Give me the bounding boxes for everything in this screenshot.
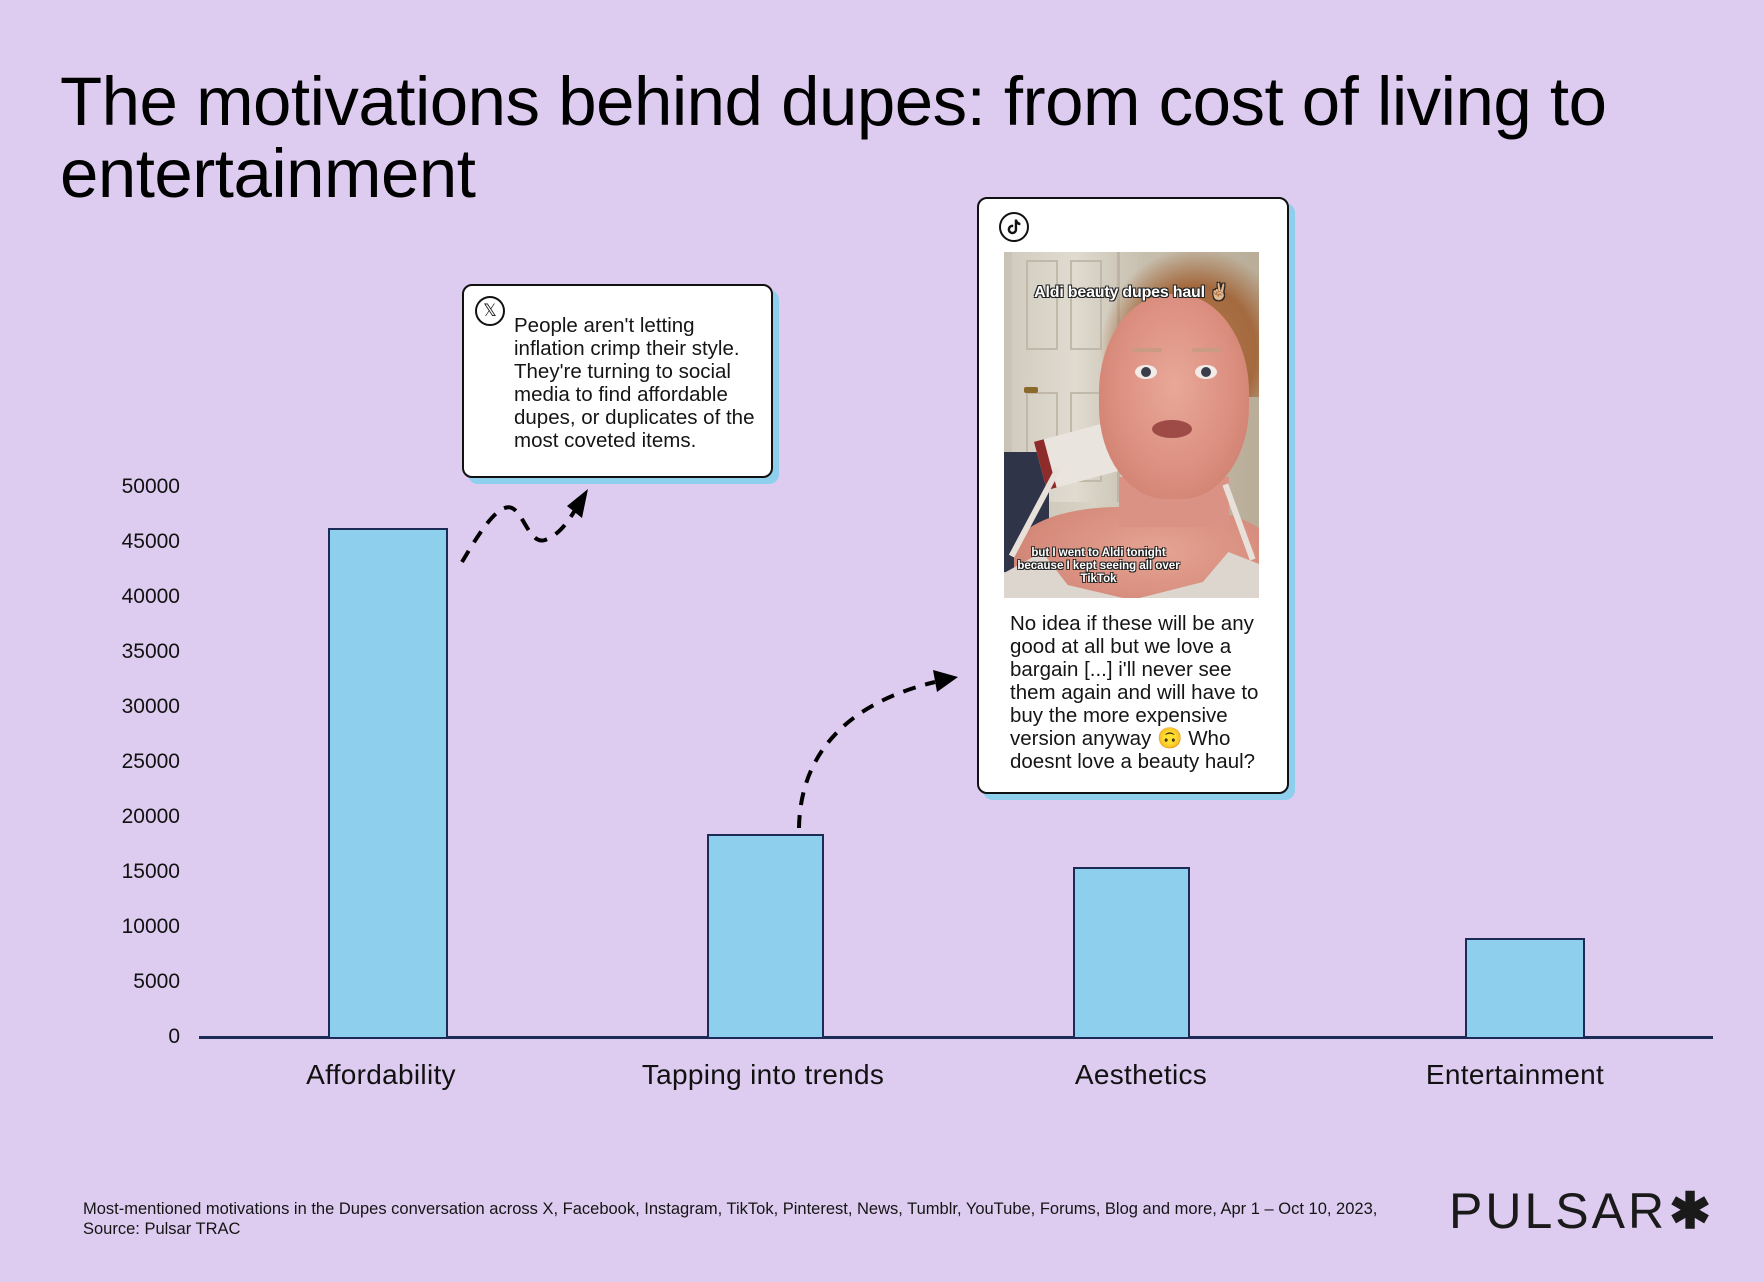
bar-entertainment xyxy=(1465,938,1585,1037)
bar-affordability xyxy=(328,527,448,1037)
y-tick-label: 40000 xyxy=(121,585,180,608)
y-tick-label: 35000 xyxy=(121,640,180,663)
person-face xyxy=(1099,294,1249,499)
y-tick-label: 45000 xyxy=(121,530,180,553)
x-post-card: 𝕏 People aren't letting inflation crimp … xyxy=(462,284,773,478)
asterisk-icon: ✱ xyxy=(1669,1183,1714,1239)
bar-tapping-into-trends xyxy=(707,833,824,1037)
y-tick-label: 50000 xyxy=(121,475,180,498)
video-caption-bottom: but I went to Aldi tonight because I kep… xyxy=(1017,547,1180,585)
door-handle xyxy=(1024,387,1038,393)
video-caption-top: Aldi beauty dupes haul ✌🏼 xyxy=(1034,284,1229,301)
page-title: The motivations behind dupes: from cost … xyxy=(60,63,1607,212)
pulsar-logo: PULSAR✱ xyxy=(1449,1183,1714,1239)
footnote-source: Most-mentioned motivations in the Dupes … xyxy=(83,1200,1378,1238)
y-tick-label: 10000 xyxy=(121,915,180,938)
tiktok-note-icon xyxy=(1007,219,1021,235)
y-tick-label: 5000 xyxy=(133,970,180,993)
tiktok-logo-icon xyxy=(999,212,1029,242)
y-tick-label: 0 xyxy=(168,1025,180,1048)
y-tick-label: 25000 xyxy=(121,750,180,773)
x-post-text: People aren't letting inflation crimp th… xyxy=(514,314,755,452)
y-tick-label: 20000 xyxy=(121,805,180,828)
x-tick-label: Aesthetics xyxy=(1074,1059,1208,1090)
x-logo-icon: 𝕏 xyxy=(475,296,505,326)
x-tick-label: Entertainment xyxy=(1425,1059,1605,1090)
y-tick-label: 15000 xyxy=(121,860,180,883)
tiktok-video-thumbnail[interactable]: Aldi beauty dupes haul ✌🏼 but I went to … xyxy=(1004,252,1259,598)
x-tick-label: Tapping into trends xyxy=(641,1059,885,1090)
bar-aesthetics xyxy=(1073,866,1190,1037)
x-tick-label: Affordability xyxy=(306,1059,456,1090)
y-tick-label: 30000 xyxy=(121,695,180,718)
tiktok-post-text: No idea if these will be any good at all… xyxy=(1010,612,1259,773)
x-axis-line xyxy=(199,1036,1713,1039)
